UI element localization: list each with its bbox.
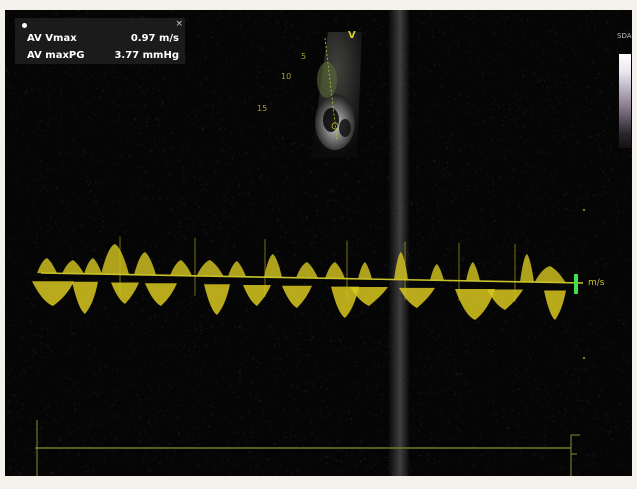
doppler-envelope-positive — [101, 244, 129, 275]
doppler-envelope-negative — [487, 289, 523, 310]
scale-tick — [582, 208, 586, 212]
doppler-envelope-positive — [228, 261, 246, 277]
measurement-label: AV Vmax — [27, 33, 77, 44]
doppler-envelope-positive — [466, 262, 480, 281]
measurement-label: AV maxPG — [27, 50, 85, 61]
measurement-value: 0.97 m/s — [130, 33, 179, 44]
doppler-envelope-negative — [243, 284, 271, 306]
doppler-envelope-negative — [145, 283, 177, 306]
doppler-envelope-negative — [72, 281, 98, 314]
doppler-envelope-negative — [350, 287, 388, 306]
doppler-envelope-negative — [455, 289, 495, 320]
measurement-panel: × AV Vmax 0.97 m/s AV maxPG 3.77 mmHg — [15, 18, 185, 64]
doppler-envelope-positive — [196, 260, 224, 277]
doppler-envelope-negative — [331, 286, 359, 318]
view-marker: V — [348, 30, 356, 41]
close-icon[interactable]: × — [175, 19, 183, 29]
doppler-envelope-negative — [544, 290, 566, 320]
doppler-envelope-negative — [282, 285, 312, 308]
doppler-envelope-positive — [84, 258, 102, 274]
sweep-gap — [388, 10, 410, 476]
doppler-envelope-positive — [134, 252, 156, 275]
baseline-marker[interactable] — [574, 274, 578, 294]
doppler-spectrum — [32, 236, 566, 320]
scale-tick — [582, 356, 586, 360]
dot-icon — [22, 23, 27, 28]
doppler-envelope-positive — [37, 258, 57, 274]
doppler-envelope-positive — [325, 262, 345, 279]
doppler-envelope-positive — [296, 262, 318, 278]
doppler-envelope-negative — [399, 287, 435, 308]
measurement-row: AV maxPG 3.77 mmHg — [27, 49, 179, 63]
depth-label: 5 — [301, 52, 307, 61]
baseline-unit-label: m/s — [588, 278, 605, 288]
doppler-envelope-positive — [62, 260, 84, 274]
doppler-envelope-negative — [204, 284, 230, 315]
measurement-row: AV Vmax 0.97 m/s — [27, 32, 179, 46]
doppler-envelope-positive — [264, 254, 282, 278]
ultrasound-display: × AV Vmax 0.97 m/s AV maxPG 3.77 mmHg V … — [5, 10, 632, 476]
doppler-envelope-positive — [430, 264, 444, 281]
doppler-envelope-negative — [32, 281, 74, 306]
measurement-value: 3.77 mmHg — [114, 50, 179, 61]
doppler-envelope-positive — [534, 266, 566, 283]
doppler-envelope-positive — [170, 260, 192, 276]
doppler-envelope-positive — [358, 262, 372, 279]
velocity-baseline — [40, 272, 584, 284]
depth-label: 10 — [281, 72, 292, 81]
greyscale-label: SDAR — [617, 32, 632, 40]
depth-label: 15 — [257, 104, 268, 113]
doppler-envelope-positive — [394, 252, 408, 280]
doppler-envelope-positive — [520, 254, 534, 282]
echo-sector-thumbnail — [311, 32, 362, 158]
doppler-envelope-negative — [111, 282, 139, 304]
doppler-scene — [32, 32, 586, 476]
greyscale-bar — [619, 54, 631, 148]
